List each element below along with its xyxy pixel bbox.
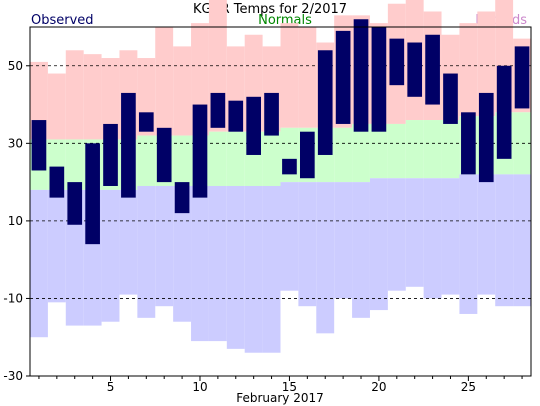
record-low-band	[208, 185, 227, 342]
observed-bar	[156, 127, 172, 183]
normal-band	[208, 131, 227, 186]
record-low-band	[387, 178, 406, 291]
record-low-band	[173, 185, 192, 322]
observed-bar	[371, 27, 387, 132]
y-tick-label: -10	[3, 291, 23, 305]
observed-bar	[174, 182, 190, 214]
record-low-band	[262, 185, 281, 353]
record-low-band	[47, 189, 66, 303]
record-low-band	[441, 178, 460, 295]
x-tick-label: 15	[282, 380, 297, 394]
record-low-band	[30, 189, 48, 338]
observed-bar	[389, 38, 405, 86]
record-low-band	[244, 185, 263, 353]
record-low-band	[316, 182, 335, 334]
record-low-band	[119, 189, 138, 295]
normal-band	[387, 123, 406, 179]
normal-band	[405, 120, 424, 179]
record-low-band	[226, 185, 245, 349]
observed-bar	[353, 19, 369, 132]
observed-bar	[514, 46, 530, 109]
x-axis-label: February 2017	[236, 391, 324, 405]
record-high-band	[101, 58, 120, 140]
record-low-band	[477, 174, 496, 295]
chart-title: KGRR Temps for 2/2017	[193, 2, 347, 17]
observed-bar	[461, 112, 476, 175]
record-low-band	[191, 185, 209, 342]
record-high-band	[477, 11, 496, 117]
y-tick-label: 50	[8, 59, 23, 73]
normal-band	[441, 120, 460, 179]
record-high-band	[65, 50, 84, 140]
record-low-band	[423, 178, 442, 299]
observed-bar	[335, 30, 351, 124]
record-high-band	[298, 27, 317, 128]
observed-bar	[210, 92, 226, 128]
normal-band	[173, 135, 192, 186]
record-low-band	[459, 174, 478, 314]
observed-bar	[496, 65, 512, 159]
record-high-band	[173, 46, 192, 136]
normal-band	[369, 123, 388, 179]
observed-bar	[246, 96, 261, 155]
observed-bar	[264, 92, 279, 136]
record-low-band	[495, 174, 514, 307]
x-tick-label: 25	[461, 380, 476, 394]
normal-band	[65, 139, 84, 190]
observed-bar	[282, 158, 297, 175]
record-low-band	[369, 178, 388, 311]
y-tick-label: 10	[8, 214, 23, 228]
y-tick-label: -30	[3, 369, 23, 383]
record-high-band	[83, 54, 102, 140]
record-high-band	[280, 23, 299, 128]
record-low-band	[101, 189, 120, 322]
x-tick-label: 5	[107, 380, 115, 394]
legend-normals: Normals	[258, 13, 312, 28]
plot-frame	[29, 26, 532, 377]
record-high-band	[47, 73, 66, 140]
record-low-band	[280, 182, 299, 291]
y-tick-label: 30	[8, 136, 23, 150]
record-low-band	[155, 185, 174, 307]
observed-bar	[138, 112, 154, 132]
observed-bar	[228, 100, 244, 132]
record-high-band	[459, 23, 478, 117]
record-low-band	[137, 185, 156, 318]
x-tick-label: 10	[192, 380, 207, 394]
record-low-band	[334, 182, 353, 299]
normal-band	[334, 127, 353, 183]
normal-band	[352, 123, 370, 183]
observed-bar	[192, 104, 208, 198]
observed-bar	[85, 143, 100, 245]
observed-bar	[31, 120, 47, 171]
record-low-band	[513, 174, 531, 307]
observed-bar	[425, 34, 440, 105]
normal-band	[423, 120, 442, 179]
observed-bar	[478, 92, 494, 183]
normal-band	[226, 131, 245, 186]
observed-bar	[300, 131, 315, 179]
observed-bar	[103, 123, 118, 186]
legend-observed: Observed	[31, 13, 94, 28]
observed-bar	[407, 42, 423, 97]
plot-area: -30 -10 10 30 50 5 10 15 20 25	[3, 0, 532, 394]
x-tick-label: 20	[371, 380, 386, 394]
record-low-band	[405, 178, 424, 287]
observed-bar	[317, 50, 333, 155]
normal-band	[137, 135, 156, 186]
observed-bar	[443, 73, 458, 124]
observed-bar	[67, 182, 83, 225]
observed-bar	[49, 166, 65, 198]
record-low-band	[352, 182, 370, 318]
record-low-band	[298, 182, 317, 307]
normal-band	[262, 131, 281, 186]
record-high-band	[155, 27, 174, 136]
observed-bar	[121, 92, 136, 198]
